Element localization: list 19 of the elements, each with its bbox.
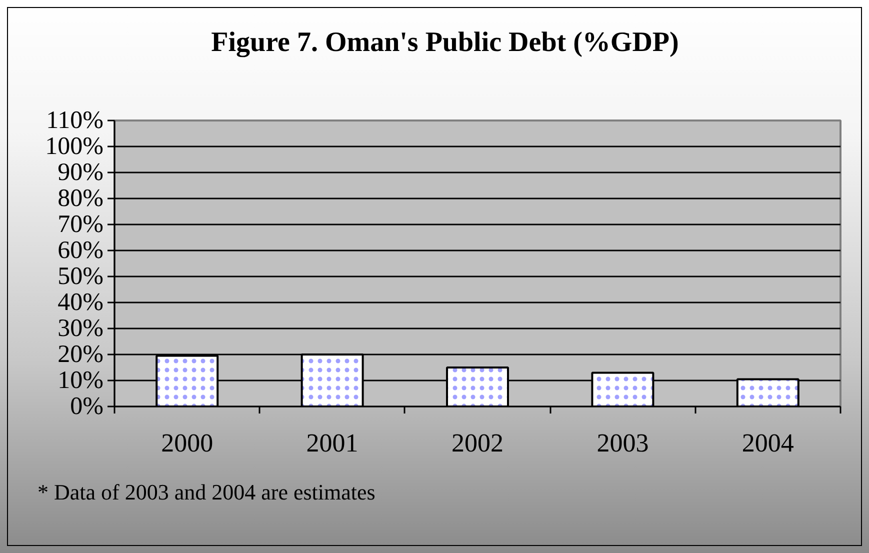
y-tick-label: 80% [58, 185, 104, 212]
x-tick-label: 2004 [742, 428, 794, 458]
y-tick-label: 50% [58, 263, 104, 290]
y-tick-label: 60% [58, 237, 104, 264]
x-tick-label: 2001 [306, 428, 358, 458]
y-tick-label: 70% [58, 211, 104, 238]
x-tick-label: 2002 [452, 428, 504, 458]
chart-title: Figure 7. Oman's Public Debt (%GDP) [211, 27, 679, 59]
text: * Data of 2003 and 2004 are estimates [38, 480, 376, 504]
y-tick-label: 40% [58, 289, 104, 316]
y-tick-label: 100% [45, 133, 104, 160]
x-tick-label: 2000 [161, 428, 214, 458]
y-tick-label: 10% [58, 367, 104, 394]
y-tick-label: 0% [70, 393, 104, 420]
y-tick-label: 30% [58, 315, 104, 342]
x-tick-label: 2003 [596, 428, 649, 458]
y-tick-label: 20% [58, 341, 104, 368]
y-tick-label: 90% [58, 159, 104, 186]
y-tick-label: 110% [46, 107, 104, 134]
